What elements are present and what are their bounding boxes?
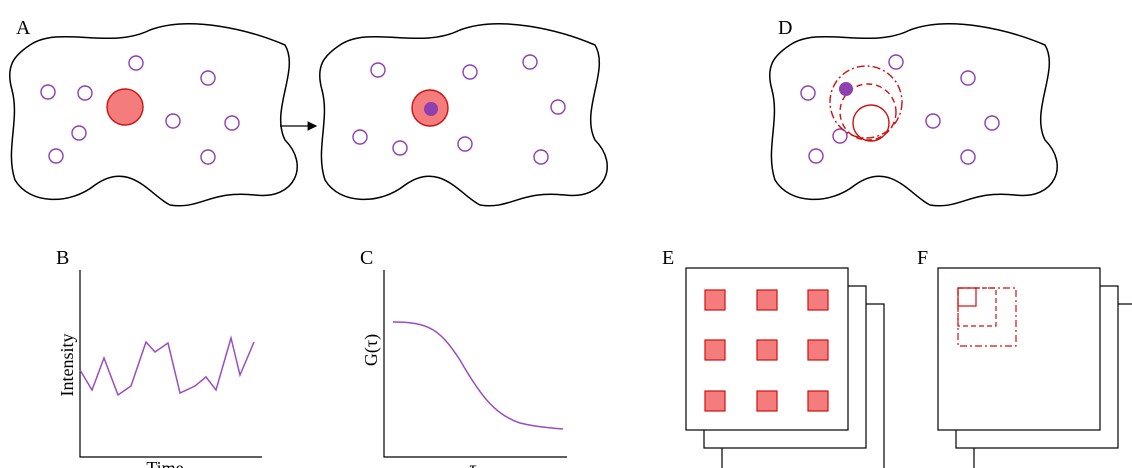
- focal-volume-small: [853, 105, 889, 141]
- panel-label: F: [917, 247, 928, 269]
- molecule: [839, 82, 853, 96]
- cell-outline: [770, 24, 1058, 206]
- panel-label: A: [16, 17, 31, 39]
- panel-label: E: [662, 247, 674, 269]
- image-stack-e: [686, 268, 884, 468]
- panel-label: B: [56, 247, 69, 269]
- cell-outline: [320, 24, 608, 206]
- plot-b: Intensity Time: [57, 270, 262, 468]
- axes: [80, 270, 262, 457]
- focal-volume: [107, 89, 143, 125]
- panel-a-left: [10, 24, 298, 206]
- panel-a-right: [320, 24, 608, 206]
- y-axis-label: G(τ): [361, 334, 382, 366]
- x-axis-label: Time: [146, 458, 183, 468]
- plot-c: G(τ) τ: [361, 270, 567, 468]
- image-stack-f: [938, 268, 1132, 468]
- intensity-trace: [80, 338, 254, 395]
- figure: A D B Intensit: [0, 0, 1132, 468]
- correlation-curve: [393, 322, 563, 429]
- x-axis-label: τ: [469, 458, 476, 468]
- roi-grid: [705, 290, 828, 411]
- cell-outline: [10, 24, 298, 206]
- axes: [384, 270, 567, 457]
- panel-label: C: [360, 247, 373, 269]
- panel-label: D: [778, 17, 792, 39]
- molecule-in-focus: [424, 102, 438, 116]
- panel-d: [770, 24, 1058, 206]
- y-axis-label: Intensity: [57, 334, 77, 397]
